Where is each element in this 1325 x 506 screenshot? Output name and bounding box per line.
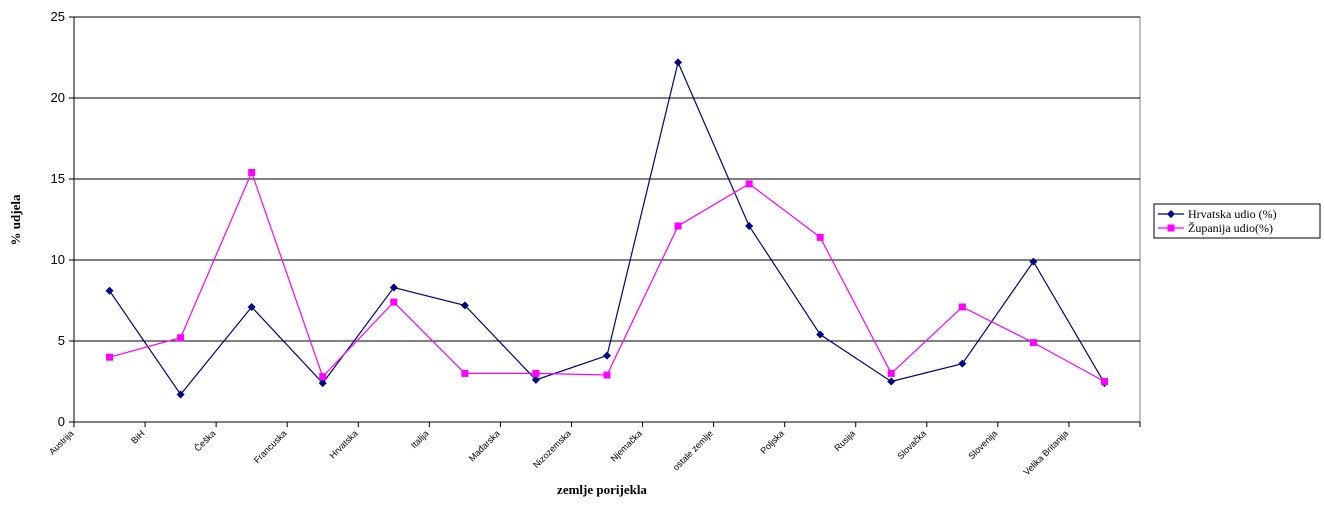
x-axis-title: zemlje porijekla xyxy=(557,482,647,497)
y-tick-label: 10 xyxy=(51,252,65,267)
data-point-1 xyxy=(247,302,256,311)
x-tick-label: Češka xyxy=(192,428,217,453)
x-tick-label: Francuska xyxy=(252,428,289,465)
x-tick-label: Italija xyxy=(409,428,431,450)
data-point-1 xyxy=(958,359,967,368)
y-tick-label: 25 xyxy=(51,9,65,24)
data-point-1 xyxy=(460,301,469,310)
data-point-2 xyxy=(319,373,327,381)
series-2 xyxy=(106,169,1108,385)
legend-marker-2 xyxy=(1167,224,1175,232)
x-tick-label: Slovenija xyxy=(966,428,999,461)
y-axis-title: % udjela xyxy=(8,194,23,245)
series-line-1 xyxy=(109,60,1105,396)
data-point-1 xyxy=(176,390,185,399)
data-point-2 xyxy=(248,169,256,177)
series-1 xyxy=(105,58,1109,399)
series-group xyxy=(105,58,1109,399)
data-point-2 xyxy=(603,371,611,379)
data-point-2 xyxy=(532,369,540,377)
legend-marker-1 xyxy=(1167,210,1175,218)
legend-label-1: Hrvatska udio (%) xyxy=(1188,207,1277,221)
legend-label-2: Županija udio(%) xyxy=(1188,221,1273,235)
data-point-1 xyxy=(816,330,825,339)
data-point-2 xyxy=(958,303,966,311)
data-point-1 xyxy=(745,221,754,230)
y-tick-label: 20 xyxy=(51,90,65,105)
x-tick-label: Poljska xyxy=(758,428,786,456)
x-tick-label: Austrija xyxy=(47,428,75,456)
data-point-1 xyxy=(105,286,114,295)
x-tick-label: Nizozemska xyxy=(531,428,573,470)
series-line-2 xyxy=(109,170,1105,383)
x-tick-label: Hrvatska xyxy=(327,428,359,460)
data-point-1 xyxy=(318,379,327,388)
data-point-2 xyxy=(1100,378,1108,385)
x-tick-label: Rusija xyxy=(832,428,857,453)
legend-box xyxy=(1153,203,1321,239)
plot-area-frame xyxy=(73,16,1141,423)
x-tick-label: Slovačka xyxy=(895,428,928,461)
data-point-1 xyxy=(887,377,896,386)
y-tick-label: 15 xyxy=(51,171,65,186)
legend: Hrvatska udio (%)Županija udio(%) xyxy=(1153,203,1321,239)
data-point-2 xyxy=(816,233,824,241)
data-point-2 xyxy=(106,353,114,361)
x-tick-label: Njemačka xyxy=(609,428,644,463)
data-point-1 xyxy=(531,375,540,384)
y-tick-label: 5 xyxy=(58,333,65,348)
gridlines xyxy=(73,16,1141,423)
x-tick-label: Mađarska xyxy=(467,428,502,463)
data-point-2 xyxy=(745,180,753,188)
x-tick-label: ostale zemlje xyxy=(671,428,715,472)
axes: 0 5 10 15 20 25 Austrija BiH Češka Francuska Hrvat… xyxy=(47,9,1141,477)
data-point-2 xyxy=(1029,339,1037,347)
data-point-1 xyxy=(389,283,398,292)
x-tick-label: BiH xyxy=(129,428,146,445)
data-point-2 xyxy=(887,369,895,377)
x-tick-label: Velika Britanija xyxy=(1022,428,1071,477)
data-point-2 xyxy=(390,298,398,306)
data-point-1 xyxy=(603,351,611,360)
data-point-2 xyxy=(461,369,469,377)
data-point-1 xyxy=(1029,257,1038,266)
data-point-2 xyxy=(177,334,185,342)
data-point-2 xyxy=(674,222,682,230)
data-point-1 xyxy=(674,58,683,67)
y-tick-label: 0 xyxy=(58,414,65,429)
